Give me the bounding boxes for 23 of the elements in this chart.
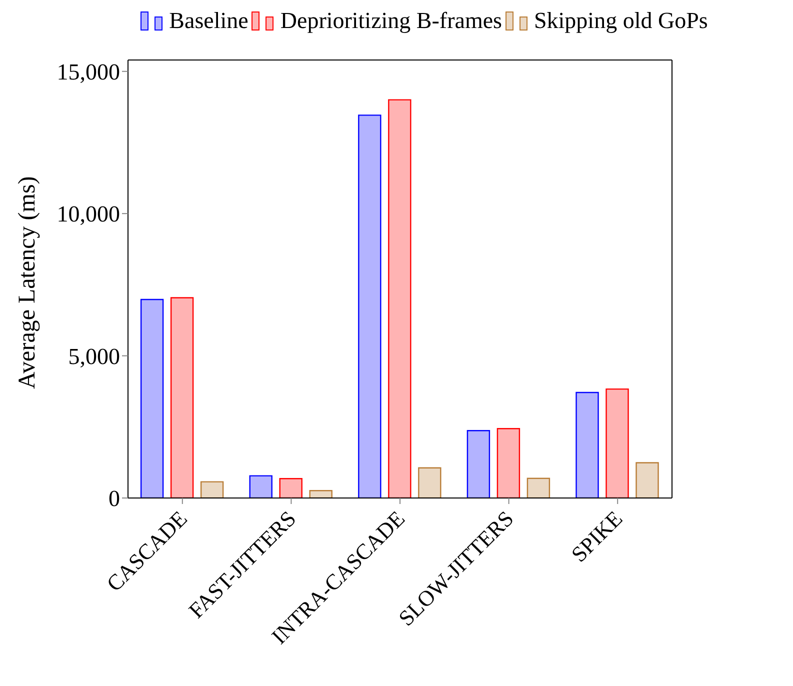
y-tick-label: 0 (108, 486, 120, 512)
y-tick-label: 10,000 (56, 202, 120, 227)
legend-label: Skipping old GoPs (534, 8, 708, 34)
bar (576, 392, 599, 498)
y-axis-title: Average Latency (ms) (14, 176, 41, 389)
legend-label: Deprioritizing B-frames (280, 8, 502, 34)
bar (309, 490, 332, 498)
bar (496, 428, 520, 498)
bar (249, 475, 272, 498)
bar (279, 478, 302, 498)
bar (388, 99, 412, 498)
bar (200, 481, 224, 498)
y-tick-label: 15,000 (56, 60, 120, 85)
bar (358, 114, 382, 498)
bar (466, 430, 490, 498)
bar (418, 467, 442, 498)
bar (526, 478, 550, 498)
legend-label: Baseline (169, 8, 248, 34)
bar (636, 462, 659, 498)
bar (606, 388, 629, 498)
bar (140, 298, 164, 498)
y-tick-label: 5,000 (68, 344, 120, 369)
bar (170, 297, 194, 498)
